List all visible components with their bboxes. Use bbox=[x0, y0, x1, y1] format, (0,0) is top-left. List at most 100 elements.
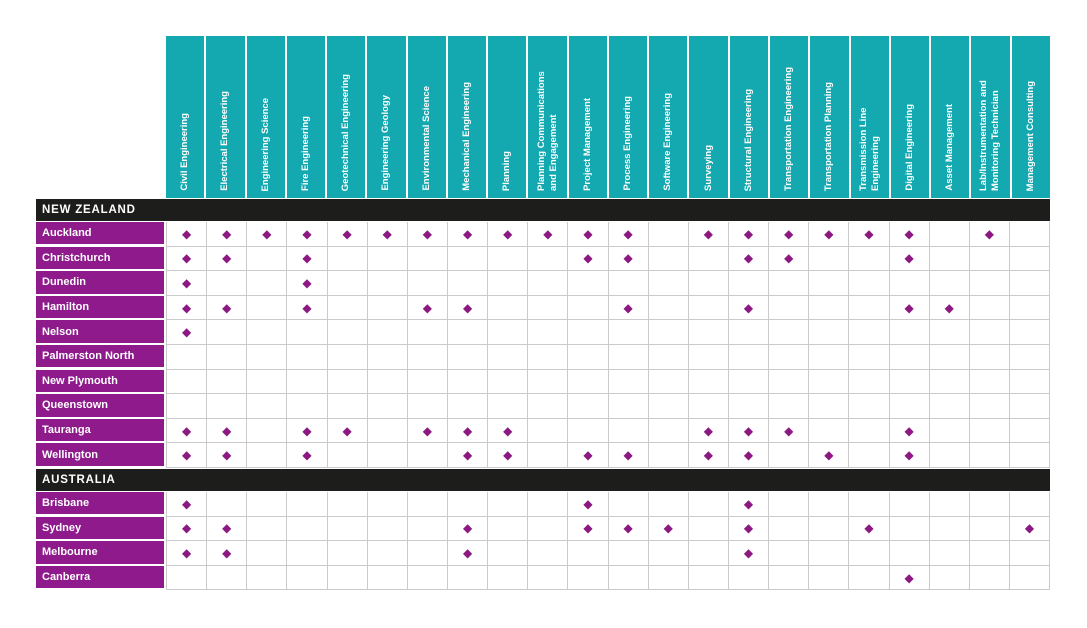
matrix-cell: ◆ bbox=[728, 246, 770, 272]
column-header-label: Environmental Science bbox=[420, 86, 432, 191]
matrix-cell: ◆ bbox=[166, 418, 208, 444]
matrix-cell bbox=[648, 491, 689, 517]
diamond-marker: ◆ bbox=[904, 448, 914, 463]
matrix-cell bbox=[648, 246, 689, 272]
matrix-cell: ◆ bbox=[207, 443, 248, 468]
row-cells: ◆ ◆ ◆ ◆ ◆ ◆ ◆ ◆ ◆ ◆ ◆ bbox=[166, 443, 1051, 468]
table-row: Nelson ◆ bbox=[36, 320, 1051, 345]
table-row: Sydney ◆ ◆ ◆ ◆ ◆ ◆ ◆ ◆ ◆ bbox=[36, 516, 1051, 542]
matrix-cell bbox=[608, 491, 649, 517]
column-header: Management Consulting bbox=[1011, 36, 1050, 198]
matrix-cell: ◆ bbox=[769, 246, 810, 272]
matrix-cell bbox=[528, 271, 569, 296]
matrix-cell: ◆ bbox=[287, 246, 328, 272]
diamond-marker: ◆ bbox=[222, 226, 232, 241]
table-row: Tauranga ◆ ◆ ◆ ◆ ◆ ◆ ◆ ◆ ◆ ◆ ◆ bbox=[36, 418, 1051, 444]
matrix-cell bbox=[287, 516, 328, 542]
matrix-cell bbox=[929, 222, 970, 247]
matrix-cell bbox=[769, 491, 810, 517]
section-header: NEW ZEALAND bbox=[36, 199, 1050, 221]
matrix-cell: ◆ bbox=[728, 222, 770, 247]
diamond-marker: ◆ bbox=[1024, 521, 1035, 536]
location-label: Tauranga bbox=[36, 418, 164, 442]
diamond-marker: ◆ bbox=[181, 521, 192, 536]
matrix-cell bbox=[929, 565, 970, 591]
matrix-cell bbox=[929, 344, 970, 370]
row-cells bbox=[166, 344, 1051, 370]
matrix-cell: ◆ bbox=[889, 295, 930, 321]
matrix-cell bbox=[247, 271, 288, 296]
matrix-cell: ◆ bbox=[608, 443, 649, 468]
matrix-cell: ◆ bbox=[327, 222, 368, 247]
matrix-cell bbox=[166, 369, 208, 395]
matrix-cell bbox=[247, 394, 288, 419]
diamond-marker: ◆ bbox=[743, 545, 754, 560]
matrix-cell bbox=[327, 295, 368, 321]
row-cells: ◆ ◆ ◆ ◆ ◆ ◆ ◆ ◆ ◆ ◆ ◆ bbox=[166, 418, 1051, 444]
matrix-cell bbox=[207, 491, 248, 517]
matrix-cell: ◆ bbox=[166, 222, 208, 247]
matrix-cell bbox=[648, 541, 689, 566]
matrix-cell bbox=[367, 394, 408, 419]
matrix-cell bbox=[447, 344, 489, 370]
location-label: Christchurch bbox=[36, 246, 164, 269]
diamond-marker: ◆ bbox=[864, 521, 874, 536]
matrix-cell bbox=[407, 565, 448, 591]
matrix-cell bbox=[648, 295, 689, 321]
row-cells: ◆ ◆ ◆ ◆ ◆ ◆ ◆ ◆ bbox=[166, 246, 1051, 272]
diamond-marker: ◆ bbox=[984, 226, 994, 241]
matrix-cell bbox=[929, 394, 970, 419]
matrix-cell: ◆ bbox=[166, 491, 208, 517]
column-header: Geotechnical Engineering bbox=[327, 36, 366, 198]
column-header: Transportation Planning bbox=[810, 36, 849, 198]
matrix-cell bbox=[809, 418, 850, 444]
matrix-cell: ◆ bbox=[287, 271, 328, 296]
matrix-cell bbox=[287, 565, 328, 591]
matrix-cell bbox=[528, 394, 569, 419]
matrix-cell bbox=[528, 344, 569, 370]
matrix-cell bbox=[488, 320, 529, 345]
matrix-cell: ◆ bbox=[809, 443, 850, 468]
matrix-cell: ◆ bbox=[287, 222, 328, 247]
matrix-cell bbox=[969, 394, 1010, 419]
matrix-cell bbox=[648, 320, 689, 345]
diamond-marker: ◆ bbox=[623, 251, 633, 266]
matrix-cell bbox=[889, 491, 930, 517]
matrix-cell: ◆ bbox=[688, 418, 729, 444]
diamond-marker: ◆ bbox=[824, 448, 834, 463]
matrix-cell: ◆ bbox=[166, 443, 208, 468]
matrix-cell bbox=[809, 541, 850, 566]
matrix-cell: ◆ bbox=[166, 541, 208, 566]
matrix-cell bbox=[849, 369, 890, 395]
matrix-cell bbox=[849, 271, 890, 296]
diamond-marker: ◆ bbox=[784, 423, 794, 438]
diamond-marker: ◆ bbox=[302, 300, 312, 315]
matrix-cell bbox=[608, 271, 649, 296]
matrix-cell: ◆ bbox=[728, 541, 770, 566]
matrix-cell: ◆ bbox=[166, 320, 208, 345]
diamond-marker: ◆ bbox=[944, 300, 954, 315]
matrix-cell bbox=[327, 565, 368, 591]
matrix-cell bbox=[568, 394, 609, 419]
matrix-cell bbox=[688, 369, 729, 395]
matrix-cell bbox=[367, 443, 408, 468]
matrix-cell bbox=[367, 516, 408, 542]
location-label: Queenstown bbox=[36, 394, 164, 417]
matrix-cell bbox=[648, 369, 689, 395]
matrix-cell bbox=[367, 271, 408, 296]
matrix-cell bbox=[849, 295, 890, 321]
matrix-cell: ◆ bbox=[207, 516, 248, 542]
matrix-cell bbox=[488, 491, 529, 517]
location-label: Nelson bbox=[36, 320, 164, 343]
table-row: Hamilton ◆ ◆ ◆ ◆ ◆ ◆ ◆ ◆ ◆ bbox=[36, 295, 1051, 321]
matrix-cell: ◆ bbox=[447, 222, 489, 247]
column-header: Digital Engineering bbox=[890, 36, 930, 198]
column-header: Mechanical Engineering bbox=[447, 36, 487, 198]
matrix-cell bbox=[488, 541, 529, 566]
matrix-cell bbox=[769, 369, 810, 395]
diamond-marker: ◆ bbox=[703, 448, 714, 463]
matrix-cell bbox=[247, 369, 288, 395]
matrix-header-row: Civil Engineering Electrical Engineering E… bbox=[36, 36, 1050, 198]
matrix-cell bbox=[809, 320, 850, 345]
matrix-cell bbox=[488, 271, 529, 296]
